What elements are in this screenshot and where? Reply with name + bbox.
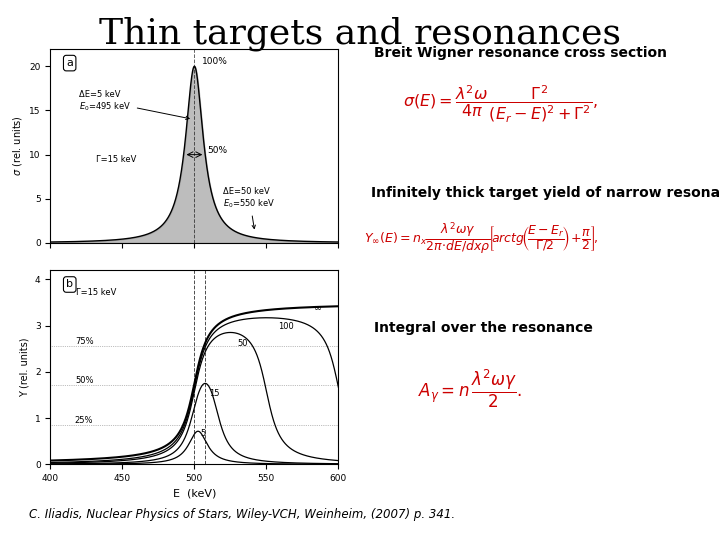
Text: Breit Wigner resonance cross section: Breit Wigner resonance cross section	[374, 46, 667, 60]
Text: 50%: 50%	[207, 146, 228, 155]
Text: 50%: 50%	[75, 376, 94, 386]
Text: ΔE=50 keV
$E_0$=550 keV: ΔE=50 keV $E_0$=550 keV	[223, 187, 276, 228]
Y-axis label: Y (rel. units): Y (rel. units)	[19, 338, 30, 397]
Text: $Y_\infty(E) = n_x \dfrac{\lambda^2\omega\gamma}{2\pi{\cdot}dE/dx\rho}\!\left[\!: $Y_\infty(E) = n_x \dfrac{\lambda^2\omeg…	[364, 220, 598, 257]
Text: Γ=15 keV: Γ=15 keV	[76, 288, 117, 298]
Text: 75%: 75%	[75, 337, 94, 346]
Text: ∞: ∞	[314, 303, 322, 313]
Text: 50: 50	[238, 339, 248, 348]
Text: 100%: 100%	[202, 57, 228, 66]
Text: 15: 15	[210, 389, 220, 397]
Text: $A_\gamma = n\,\dfrac{\lambda^2\omega\gamma}{2}.$: $A_\gamma = n\,\dfrac{\lambda^2\omega\ga…	[418, 367, 521, 409]
Text: Γ=15 keV: Γ=15 keV	[96, 154, 137, 164]
Text: a: a	[66, 58, 73, 68]
Y-axis label: $\sigma$ (rel. units): $\sigma$ (rel. units)	[11, 116, 24, 176]
Text: 25%: 25%	[75, 416, 94, 425]
Text: 100: 100	[278, 322, 294, 332]
Text: $\sigma(E) = \dfrac{\lambda^2\omega}{4\pi}\dfrac{\Gamma^{2}}{(E_r - E)^2 + \Gamm: $\sigma(E) = \dfrac{\lambda^2\omega}{4\p…	[403, 84, 598, 125]
Text: 5: 5	[201, 429, 206, 438]
Text: C. Iliadis, Nuclear Physics of Stars, Wiley-VCH, Weinheim, (2007) p. 341.: C. Iliadis, Nuclear Physics of Stars, Wi…	[29, 508, 455, 521]
Text: ΔE=5 keV
$E_0$=495 keV: ΔE=5 keV $E_0$=495 keV	[79, 90, 189, 119]
Text: Integral over the resonance: Integral over the resonance	[374, 321, 593, 335]
Text: Infinitely thick target yield of narrow resonance: Infinitely thick target yield of narrow …	[371, 186, 720, 200]
Text: Thin targets and resonances: Thin targets and resonances	[99, 16, 621, 51]
Text: b: b	[66, 280, 73, 289]
X-axis label: E  (keV): E (keV)	[173, 489, 216, 498]
